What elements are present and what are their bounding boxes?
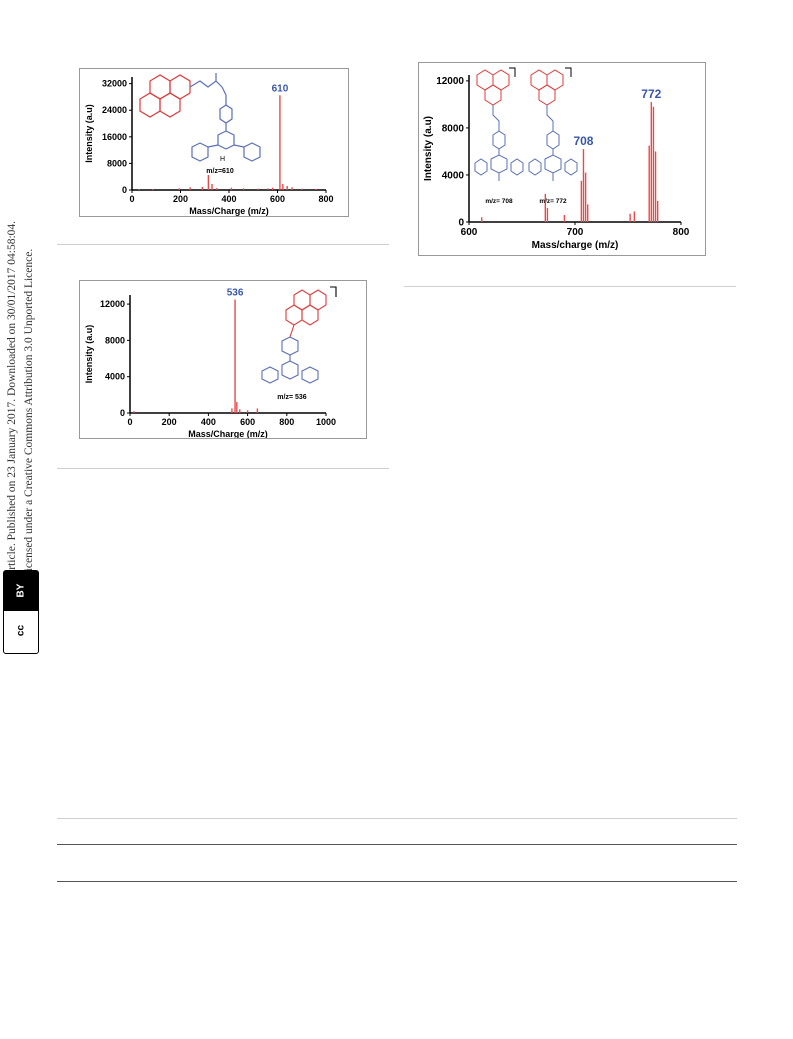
y-tick-label: 8000 bbox=[107, 158, 127, 168]
spectrum-chart-536: m/z= 536 0 200 400 600 800 1000 0 4000 8000 12000… bbox=[84, 286, 337, 438]
svg-text:H: H bbox=[220, 156, 225, 163]
y-tick-label: 4000 bbox=[105, 372, 125, 382]
x-tick-label: 800 bbox=[279, 417, 294, 427]
license-sidebar: Open Access Article. Published on 23 Jan… bbox=[0, 0, 50, 680]
table-top-rule bbox=[57, 844, 737, 845]
x-tick-label: 600 bbox=[461, 227, 478, 238]
y-axis-label: Intensity (a.u) bbox=[84, 104, 94, 163]
peak-label: 772 bbox=[641, 87, 661, 101]
x-tick-label: 1000 bbox=[316, 417, 336, 427]
x-tick-label: 800 bbox=[673, 227, 690, 238]
molecule-structure-708 bbox=[474, 67, 524, 181]
cc-by-badge[interactable]: BY cc bbox=[3, 570, 39, 654]
figure-divider bbox=[57, 244, 389, 245]
mass-spectrum-536: m/z= 536 0 200 400 600 800 1000 0 4000 8000 12000… bbox=[79, 280, 367, 439]
y-tick-label: 12000 bbox=[100, 299, 125, 309]
y-tick-label: 8000 bbox=[442, 123, 465, 134]
y-tick-label: 8000 bbox=[105, 335, 125, 345]
x-tick-label: 200 bbox=[173, 194, 188, 204]
publication-info: Open Access Article. Published on 23 Jan… bbox=[6, 220, 18, 640]
y-tick-label: 4000 bbox=[442, 170, 465, 181]
x-tick-label: 800 bbox=[318, 194, 333, 204]
peak-label: 536 bbox=[227, 288, 244, 299]
y-tick-label: 24000 bbox=[102, 105, 127, 115]
x-tick-label: 600 bbox=[270, 194, 285, 204]
mass-spectrum-610: H m/z=610 0 200 400 600 800 0 8000 16000 24000 32… bbox=[79, 68, 349, 217]
y-axis-label: Intensity (a.u) bbox=[84, 325, 94, 384]
section-divider bbox=[57, 818, 737, 819]
x-tick-label: 0 bbox=[129, 194, 134, 204]
molecule-structure-536 bbox=[261, 286, 337, 384]
x-tick-label: 200 bbox=[162, 417, 177, 427]
spectrum-chart-708-772: m/z= 708 m/z= 772 600 700 8000400080001200… bbox=[423, 67, 690, 251]
table-bottom-rule bbox=[57, 881, 737, 882]
structure-label-708: m/z= 708 bbox=[485, 198, 513, 205]
peak-label: 708 bbox=[573, 134, 593, 148]
structure-label-772: m/z= 772 bbox=[539, 198, 567, 205]
figure-divider bbox=[57, 468, 389, 469]
x-axis-label: Mass/charge (m/z) bbox=[532, 240, 619, 251]
molecule-structure-772 bbox=[528, 67, 578, 181]
figure-divider bbox=[404, 286, 736, 287]
x-axis-label: Mass/Charge (m/z) bbox=[188, 429, 268, 438]
molecule-structure-610: H bbox=[139, 73, 261, 163]
y-tick-label: 0 bbox=[458, 217, 464, 228]
y-tick-label: 0 bbox=[120, 408, 125, 418]
cc-label: cc bbox=[15, 624, 27, 637]
y-axis-label: Intensity (a.u) bbox=[423, 116, 434, 181]
x-tick-label: 700 bbox=[567, 227, 584, 238]
y-tick-label: 12000 bbox=[436, 76, 464, 87]
x-axis-label: Mass/Charge (m/z) bbox=[189, 206, 269, 216]
x-tick-label: 0 bbox=[127, 417, 132, 427]
x-tick-label: 400 bbox=[221, 194, 236, 204]
license-info: This article is licensed under a Creativ… bbox=[23, 248, 35, 640]
spectrum-chart-610: H m/z=610 0 200 400 600 80008000160002400032… bbox=[84, 73, 334, 216]
y-tick-label: 32000 bbox=[102, 79, 127, 89]
y-tick-label: 0 bbox=[122, 185, 127, 195]
structure-label: m/z= 536 bbox=[277, 394, 306, 401]
x-tick-label: 400 bbox=[201, 417, 216, 427]
mass-spectrum-708-772: m/z= 708 m/z= 772 600 700 800 0 4000 8000 1200… bbox=[418, 62, 706, 256]
peak-label: 610 bbox=[272, 83, 289, 94]
structure-label: m/z=610 bbox=[206, 168, 234, 175]
y-tick-label: 16000 bbox=[102, 132, 127, 142]
x-tick-label: 600 bbox=[240, 417, 255, 427]
